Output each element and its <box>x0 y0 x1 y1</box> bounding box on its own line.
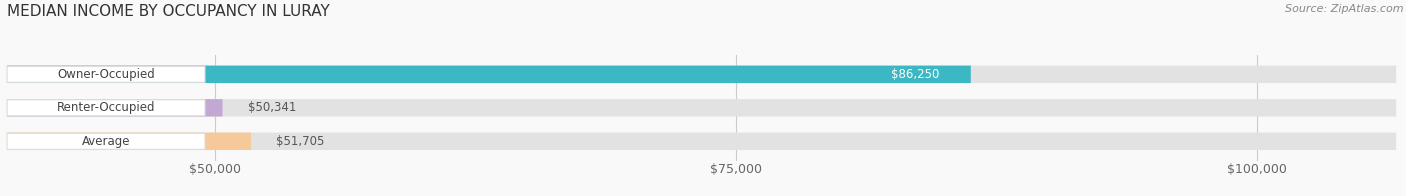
Text: Average: Average <box>82 135 131 148</box>
FancyBboxPatch shape <box>7 66 1396 83</box>
FancyBboxPatch shape <box>7 66 970 83</box>
Text: Renter-Occupied: Renter-Occupied <box>56 101 155 114</box>
FancyBboxPatch shape <box>7 100 205 116</box>
FancyBboxPatch shape <box>7 132 250 150</box>
FancyBboxPatch shape <box>7 132 1396 150</box>
Text: $51,705: $51,705 <box>276 135 325 148</box>
Text: $86,250: $86,250 <box>891 68 939 81</box>
Text: Source: ZipAtlas.com: Source: ZipAtlas.com <box>1285 4 1403 14</box>
FancyBboxPatch shape <box>7 133 205 149</box>
FancyBboxPatch shape <box>7 99 1396 116</box>
Text: Owner-Occupied: Owner-Occupied <box>58 68 155 81</box>
Text: MEDIAN INCOME BY OCCUPANCY IN LURAY: MEDIAN INCOME BY OCCUPANCY IN LURAY <box>7 4 330 19</box>
Text: $50,341: $50,341 <box>247 101 295 114</box>
FancyBboxPatch shape <box>7 99 222 116</box>
FancyBboxPatch shape <box>7 66 205 82</box>
